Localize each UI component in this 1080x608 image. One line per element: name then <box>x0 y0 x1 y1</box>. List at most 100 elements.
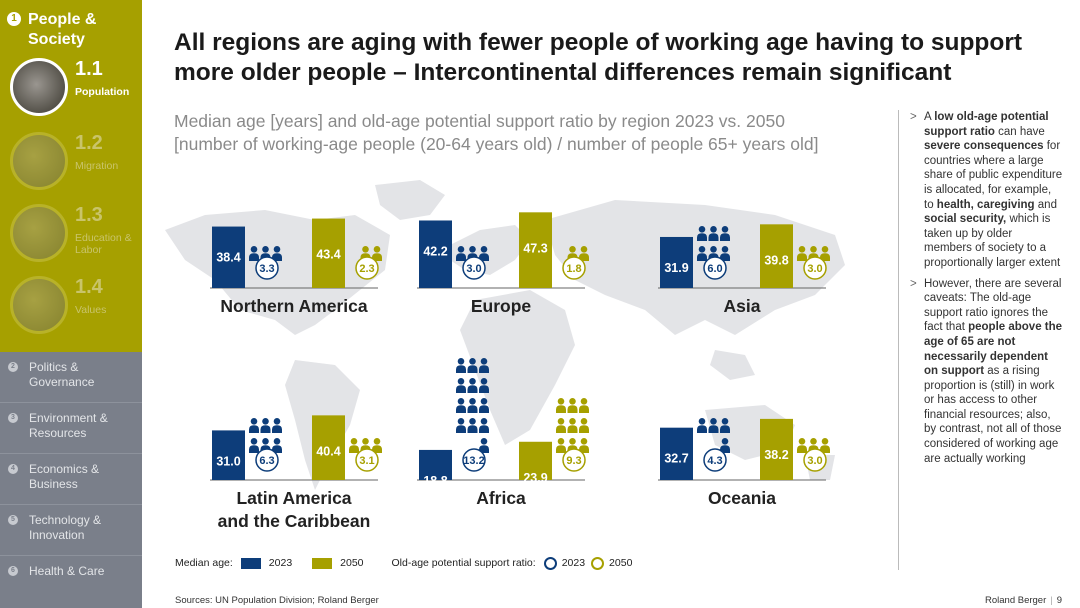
person-icon-head <box>580 246 588 253</box>
sidebar-item-migration[interactable]: 1.2 Migration <box>0 126 142 196</box>
person-icon-head <box>721 226 729 233</box>
ratio-value-2023: 3.0 <box>466 263 481 275</box>
person-icon-head <box>721 418 729 425</box>
person-icon-head <box>821 438 829 445</box>
legend-year-2050: 2050 <box>340 557 364 569</box>
person-icon-head <box>698 246 706 253</box>
person-icon-head <box>480 418 488 425</box>
subtitle-line-1: Median age [years] and old-age potential… <box>174 111 785 131</box>
bullet-arrow-icon: > <box>910 111 917 123</box>
sidebar-item-health[interactable]: 6 Health & Care <box>0 556 142 607</box>
people-icon-grid-2023 <box>249 418 282 453</box>
commentary-text-run: A <box>924 111 935 123</box>
person-icon-head <box>698 226 706 233</box>
bar-value-label-2050: 39.8 <box>764 253 788 267</box>
person-icon-head <box>250 246 258 253</box>
sidebar-section-people: 1 People & Society 1.1 Population 1.2 Mi… <box>0 0 142 352</box>
sidebar-item-population[interactable]: 1.1 Population <box>0 52 142 122</box>
person-icon-body <box>467 405 478 413</box>
region-panel: 38.4 43.4 3.3 2.3 Northern America <box>210 218 382 316</box>
ratio-circle-2050 <box>562 448 586 472</box>
person-icon-body <box>697 253 707 261</box>
person-icon-head <box>350 438 358 445</box>
person-icon-head <box>557 398 565 405</box>
bar-value-label-2050: 40.4 <box>316 444 340 458</box>
person-icon-head <box>580 438 588 445</box>
bar-median-2023 <box>660 427 693 480</box>
commentary-text-run: can have <box>994 125 1045 138</box>
person-icon-body <box>797 253 807 261</box>
legend-swatch-2050 <box>312 557 333 569</box>
commentary-text-run: social security, <box>924 213 1007 226</box>
commentary-text-run: for countries where a large share of pub… <box>924 140 1063 211</box>
person-icon-body <box>349 445 359 453</box>
person-icon-body <box>479 365 489 373</box>
sidebar-item-politics[interactable]: 2 Politics & Governance <box>0 352 142 403</box>
person-icon-head <box>469 418 476 425</box>
bar-median-2023 <box>212 430 245 480</box>
sidebar-item-technology[interactable]: 5 Technology & Innovation <box>0 505 142 556</box>
page-number: 9 <box>1056 595 1063 606</box>
page-title: All regions are aging with fewer people … <box>174 29 1023 86</box>
person-icon-body <box>720 233 730 241</box>
person-icon-body <box>260 425 271 433</box>
person-icon-head <box>569 438 576 445</box>
bar-median-2050 <box>760 418 793 480</box>
commentary-text-run: health, caregiving <box>936 198 1035 211</box>
region-name-label: Oceania <box>708 488 776 508</box>
people-icon-grid-2023 <box>456 358 489 453</box>
person-icon-body <box>249 253 259 261</box>
people-icon-grid-2050 <box>556 398 589 453</box>
subsection-label: Migration <box>75 160 119 172</box>
subsection-label: Population <box>75 86 130 98</box>
person-icon-head <box>798 246 806 253</box>
chart-area: 38.4 43.4 3.3 2.3 Northern America 42.2 47.3 3.… <box>165 180 845 531</box>
section-title[interactable]: People & Society <box>28 11 97 48</box>
bar-median-2023 <box>212 226 245 288</box>
ratio-value-2050: 9.3 <box>566 455 581 467</box>
person-icon-head <box>480 378 488 385</box>
legend-circle-2023-icon <box>543 556 557 570</box>
bar-median-2023 <box>419 220 452 288</box>
person-icon-head <box>698 418 706 425</box>
person-icon-head <box>721 246 729 253</box>
person-icon-body <box>479 385 489 393</box>
person-icon-head <box>569 398 576 405</box>
ratio-value-2050: 1.8 <box>566 263 581 275</box>
sidebar-item-environment[interactable]: 3 Environment & Resources <box>0 403 142 454</box>
sidebar-item-education[interactable]: 1.3 Education & Labor <box>0 198 142 268</box>
ratio-circle-2050 <box>355 256 379 280</box>
region-panels: 38.4 43.4 3.3 2.3 Northern America 42.2 47.3 3.… <box>210 212 830 531</box>
ratio-value-2023: 6.3 <box>259 455 274 467</box>
sidebar-item-values[interactable]: 1.4 Values <box>0 270 142 340</box>
person-icon-head <box>710 418 717 425</box>
bar-median-2050 <box>519 441 552 480</box>
commentary-paragraph-2: > However, there are several caveats: Th… <box>908 277 1063 467</box>
section-number-icon: 2 <box>8 362 18 372</box>
ratio-circle-2023 <box>703 256 727 280</box>
section-number-icon: 6 <box>8 566 18 576</box>
bar-median-2050 <box>312 415 345 480</box>
commentary-paragraph-1: > A low old-age potential support ratio … <box>908 110 1063 271</box>
education-photo-icon <box>10 204 68 262</box>
person-icon-head <box>457 418 465 425</box>
crowd-photo-icon <box>10 58 68 116</box>
person-icon-head <box>480 438 488 445</box>
commentary-text-run: as a rising proportion is (still) in wor… <box>924 365 1062 465</box>
person-icon-head <box>580 418 588 425</box>
ratio-value-2050: 3.0 <box>807 455 822 467</box>
commentary-text-run: which is taken up by older members of so… <box>924 213 1061 269</box>
sidebar-item-label: Technology & Innovation <box>29 513 102 542</box>
person-icon-body <box>467 385 478 393</box>
bar-median-2023 <box>419 449 452 480</box>
bar-value-label-2050: 23.9 <box>523 471 547 485</box>
ratio-circle-2050 <box>803 256 827 280</box>
sidebar-item-economics[interactable]: 4 Economics & Business <box>0 454 142 505</box>
subsection-number: 1.3 <box>75 204 103 226</box>
sidebar-other-sections: 2 Politics & Governance 3 Environment & … <box>0 352 142 608</box>
sidebar-item-label: Politics & Governance <box>29 360 95 389</box>
migration-photo-icon <box>10 132 68 190</box>
person-icon-body <box>467 425 478 433</box>
person-icon-body <box>708 425 719 433</box>
person-icon-body <box>567 425 578 433</box>
